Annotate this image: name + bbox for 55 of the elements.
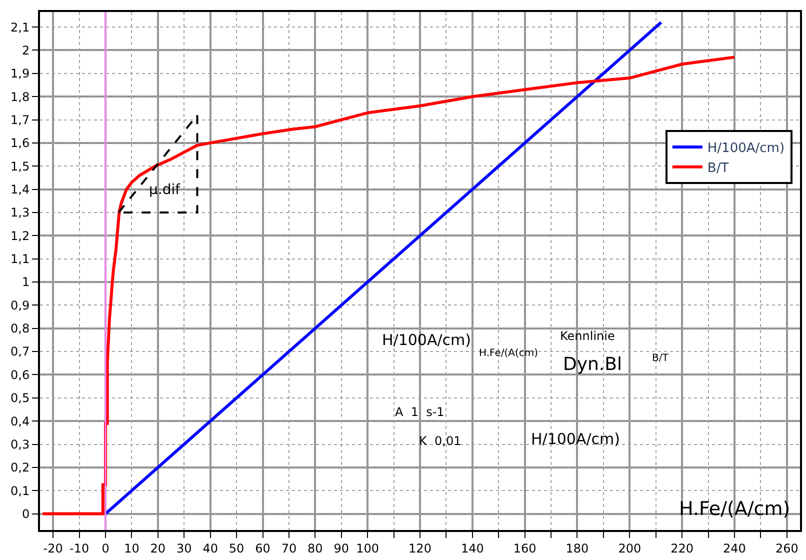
x-tick-label: 90 bbox=[334, 541, 350, 556]
annotation: μ.dif bbox=[149, 182, 182, 198]
x-tick-label: 120 bbox=[408, 541, 432, 556]
y-tick-label: 1,8 bbox=[10, 90, 30, 104]
y-tick-label: 0,7 bbox=[10, 344, 30, 359]
x-axis-title: H.Fe/(A/cm) bbox=[679, 498, 790, 520]
x-tick-label: 40 bbox=[202, 541, 218, 556]
x-tick-label: 180 bbox=[566, 541, 589, 556]
y-tick-label: 1,7 bbox=[10, 112, 30, 127]
y-tick-label: 0,1 bbox=[10, 484, 30, 498]
y-tick-label: 1,1 bbox=[10, 252, 30, 266]
legend-label: H/100A/cm) bbox=[707, 141, 785, 156]
y-tick-label: 1,6 bbox=[10, 136, 30, 150]
y-tick-label: 0,9 bbox=[10, 298, 30, 312]
y-tick-label: 1 bbox=[22, 275, 30, 290]
y-tick-label: 0,6 bbox=[10, 368, 30, 382]
x-tick-label: 0 bbox=[102, 541, 110, 556]
x-tick-label: 10 bbox=[124, 541, 140, 556]
y-tick-label: 0,2 bbox=[10, 460, 30, 475]
annotation: A 1 s-1 bbox=[395, 405, 444, 419]
y-tick-label: 0,4 bbox=[10, 414, 30, 428]
y-tick-label: 1,2 bbox=[10, 228, 30, 243]
annotation: Dyn.Bl bbox=[563, 354, 622, 375]
x-tick-label: 240 bbox=[723, 541, 746, 556]
x-tick-label: 20 bbox=[150, 541, 166, 556]
x-tick-label: 260 bbox=[775, 541, 798, 556]
y-tick-label: 1,3 bbox=[10, 206, 30, 220]
x-tick-label: 50 bbox=[228, 541, 244, 556]
y-tick-label: 1,4 bbox=[10, 182, 30, 196]
x-tick-label: 140 bbox=[460, 541, 484, 556]
x-tick-label: 100 bbox=[356, 541, 380, 556]
annotation: B/T bbox=[652, 353, 670, 364]
x-tick-label: 80 bbox=[308, 541, 323, 556]
y-tick-label: 2,1 bbox=[10, 20, 30, 34]
annotation: Kennlinie bbox=[560, 329, 615, 343]
x-tick-label: -10 bbox=[70, 541, 90, 556]
annotation: H.Fe/(A(cm) bbox=[479, 348, 538, 359]
y-tick-label: 1,9 bbox=[10, 66, 30, 81]
annotation: H/100A/cm) bbox=[382, 331, 471, 349]
legend-label: B/T bbox=[707, 160, 729, 176]
x-tick-label: -20 bbox=[43, 541, 63, 556]
x-tick-label: 160 bbox=[513, 541, 536, 556]
y-tick-label: 2 bbox=[22, 43, 30, 58]
x-tick-label: 200 bbox=[618, 541, 642, 556]
y-tick-label: 0,8 bbox=[10, 322, 30, 336]
y-tick-label: 0,3 bbox=[10, 437, 30, 452]
x-tick-label: 60 bbox=[255, 541, 270, 556]
annotation: H/100A/cm) bbox=[531, 430, 620, 448]
y-tick-label: 0 bbox=[22, 506, 30, 521]
y-tick-label: 1,5 bbox=[10, 159, 30, 174]
x-tick-label: 30 bbox=[176, 541, 192, 556]
x-tick-label: 220 bbox=[670, 541, 694, 556]
y-tick-label: 0,5 bbox=[10, 391, 30, 406]
x-tick-label: 70 bbox=[281, 541, 297, 556]
annotation: K 0,01 bbox=[419, 434, 462, 448]
